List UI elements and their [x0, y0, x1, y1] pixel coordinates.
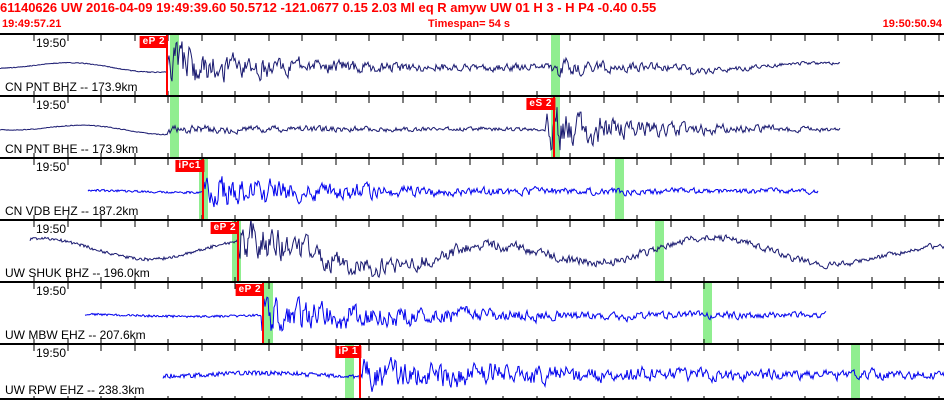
event-summary-line: 61140626 UW 2016-04-09 19:49:39.60 50.57… [0, 0, 657, 15]
trace-panel[interactable]: eP 2 19:50 CN PNT BHZ -- 173.9km [0, 33, 944, 95]
phase-pick-label[interactable]: eS 2 [526, 98, 555, 110]
highlight-band [170, 35, 179, 95]
time-axis-label: 19:50 [36, 346, 67, 360]
highlight-band [551, 35, 560, 95]
trace-panel[interactable]: iP 1 19:50 UW RPW EHZ -- 238.3km [0, 343, 944, 400]
phase-pick-line[interactable] [262, 283, 264, 343]
trace-panel-stack: eP 2 19:50 CN PNT BHZ -- 173.9km eS 2 19:50 C… [0, 33, 944, 400]
phase-pick-label[interactable]: iP 1 [335, 346, 361, 358]
time-window-line: 19:49:57.21 Timespan= 54 s 19:50:50.94 [0, 17, 944, 33]
trace-panel[interactable]: eP 2 19:50 UW SHUK BHZ -- 196.0km [0, 219, 944, 281]
phase-pick-line[interactable] [237, 221, 239, 281]
highlight-band [232, 221, 241, 281]
channel-label: CN PNT BHE -- 173.9km [5, 142, 139, 156]
phase-pick-label[interactable]: eP 2 [210, 222, 239, 234]
trace-panel[interactable]: iPc1 19:50 CN VDB EHZ -- 187.2km [0, 157, 944, 219]
phase-pick-label[interactable]: eP 2 [139, 36, 168, 48]
time-axis-label: 19:50 [36, 36, 67, 50]
phase-pick-line[interactable] [202, 159, 204, 219]
waveform-trace [29, 221, 944, 281]
waveform-trace [0, 97, 940, 157]
highlight-band [655, 221, 664, 281]
event-header: 61140626 UW 2016-04-09 19:49:39.60 50.57… [0, 0, 944, 33]
waveform-trace [33, 345, 944, 398]
phase-pick-line[interactable] [166, 35, 168, 95]
highlight-band [345, 345, 354, 398]
phase-pick-label[interactable]: eP 2 [235, 284, 264, 296]
time-axis-label: 19:50 [36, 98, 67, 112]
waveform-trace [0, 35, 940, 95]
time-axis-label: 19:50 [36, 284, 67, 298]
trace-panel[interactable]: eP 2 19:50 UW MBW EHZ -- 207.6km [0, 281, 944, 343]
timespan-label: Timespan= 54 s [428, 18, 511, 30]
waveform-trace [33, 283, 940, 343]
window-start-time: 19:49:57.21 [2, 18, 62, 30]
phase-pick-line[interactable] [553, 97, 555, 157]
waveform-trace [33, 159, 940, 219]
highlight-band [551, 97, 560, 157]
channel-label: CN PNT BHZ -- 173.9km [5, 80, 138, 94]
channel-label: UW RPW EHZ -- 238.3km [5, 383, 145, 397]
channel-label: UW MBW EHZ -- 207.6km [5, 328, 146, 342]
channel-label: CN VDB EHZ -- 187.2km [5, 204, 139, 218]
time-axis-label: 19:50 [36, 160, 67, 174]
highlight-band [851, 345, 860, 398]
channel-label: UW SHUK BHZ -- 196.0km [5, 266, 150, 280]
window-end-time: 19:50:50.94 [882, 18, 942, 30]
trace-panel[interactable]: eS 2 19:50 CN PNT BHE -- 173.9km [0, 95, 944, 157]
time-axis-label: 19:50 [36, 222, 67, 236]
phase-pick-line[interactable] [359, 345, 361, 398]
phase-pick-label[interactable]: iPc1 [175, 160, 204, 172]
